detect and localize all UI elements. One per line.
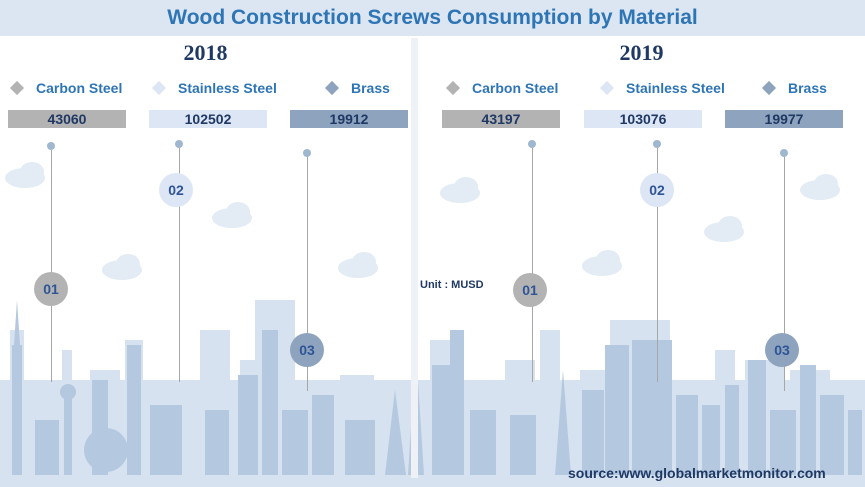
year-label: 2018 [183, 40, 228, 65]
legend-brass: Brass [324, 80, 390, 96]
marker-03: 03 [290, 333, 324, 367]
legend-label: Brass [788, 80, 827, 96]
value-stainless-steel: 103076 [584, 110, 702, 128]
marker-01: 01 [34, 272, 68, 306]
panel: 2019 Carbon Steel Stainless Steel Brass … [436, 38, 847, 487]
legend-carbon-steel: Carbon Steel [9, 80, 123, 96]
pin-line [532, 148, 533, 382]
source-label: source:www.globalmarketmonitor.com [568, 465, 826, 481]
value-carbon-steel: 43197 [442, 110, 560, 128]
chart-title: Wood Construction Screws Consumption by … [167, 6, 698, 29]
year-label: 2019 [619, 40, 664, 65]
diamond-icon [445, 80, 461, 96]
diamond-icon [761, 80, 777, 96]
pin-dot [528, 140, 536, 148]
legend-label: Stainless Steel [626, 80, 725, 96]
diamond-icon [151, 80, 167, 96]
value-stainless-steel: 102502 [149, 110, 267, 128]
legend-label: Carbon Steel [36, 80, 123, 96]
panel: 2018 Carbon Steel Stainless Steel Brass … [0, 38, 411, 487]
legend-stainless-steel: Stainless Steel [599, 80, 725, 96]
unit-label: Unit : MUSD [420, 279, 484, 291]
diamond-icon [599, 80, 615, 96]
marker-02: 02 [159, 173, 193, 207]
legend-brass: Brass [761, 80, 827, 96]
legend-stainless-steel: Stainless Steel [151, 80, 277, 96]
value-brass: 19977 [725, 110, 843, 128]
value-carbon-steel: 43060 [8, 110, 126, 128]
pin-line [657, 148, 658, 382]
marker-03: 03 [765, 333, 799, 367]
legend-label: Brass [351, 80, 390, 96]
pin-dot [653, 140, 661, 148]
title-bar: Wood Construction Screws Consumption by … [0, 0, 865, 36]
pin-line [179, 148, 180, 382]
pin-line [51, 150, 52, 382]
pin-dot [47, 142, 55, 150]
diamond-icon [9, 80, 25, 96]
marker-01: 01 [513, 273, 547, 307]
pin-line [307, 157, 308, 391]
diamond-icon [324, 80, 340, 96]
value-brass: 19912 [290, 110, 408, 128]
legend-carbon-steel: Carbon Steel [445, 80, 559, 96]
pin-dot [780, 149, 788, 157]
pin-dot [175, 140, 183, 148]
pin-line [784, 157, 785, 391]
legend-label: Carbon Steel [472, 80, 559, 96]
marker-02: 02 [640, 173, 674, 207]
panel-divider [411, 38, 418, 478]
legend-label: Stainless Steel [178, 80, 277, 96]
pin-dot [303, 149, 311, 157]
